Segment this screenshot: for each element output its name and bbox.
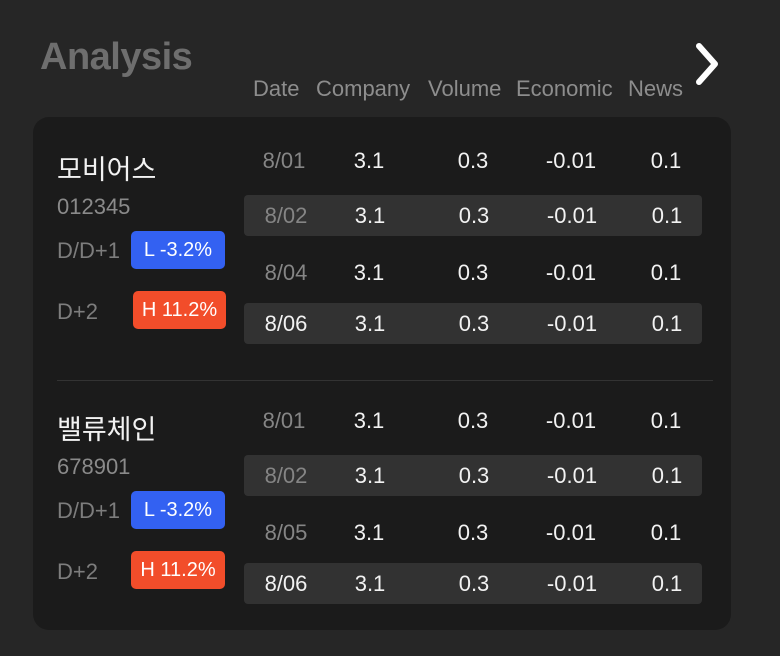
stock-code: 678901 bbox=[57, 454, 131, 479]
cell-economic: -0.01 bbox=[545, 260, 597, 285]
cell-date: 8/06 bbox=[264, 571, 308, 596]
cell-news: 0.1 bbox=[650, 260, 682, 285]
cell-company: 3.1 bbox=[353, 260, 385, 285]
stock-block[interactable]: 모비어스 012345 D/D+1 L -3.2% D+2 H 11.2% 8/… bbox=[33, 117, 731, 357]
cell-economic: -0.01 bbox=[546, 463, 598, 488]
high-badge: H 11.2% bbox=[133, 291, 226, 329]
low-badge: L -3.2% bbox=[131, 231, 225, 269]
low-badge: L -3.2% bbox=[131, 491, 225, 529]
cell-volume: 0.3 bbox=[457, 520, 489, 545]
cell-date: 8/02 bbox=[264, 203, 308, 228]
cell-date: 8/02 bbox=[264, 463, 308, 488]
table-row: 8/02 3.1 0.3 -0.01 0.1 bbox=[244, 455, 702, 496]
d2-label: D+2 bbox=[57, 559, 98, 584]
stock-code: 012345 bbox=[57, 194, 131, 219]
column-header-volume: Volume bbox=[428, 76, 502, 101]
table-row: 8/05 3.1 0.3 -0.01 0.1 bbox=[244, 512, 702, 553]
cell-news: 0.1 bbox=[650, 148, 682, 173]
cell-news: 0.1 bbox=[650, 408, 682, 433]
cell-volume: 0.3 bbox=[457, 408, 489, 433]
cell-economic: -0.01 bbox=[546, 571, 598, 596]
cell-company: 3.1 bbox=[353, 408, 385, 433]
cell-date: 8/01 bbox=[262, 148, 306, 173]
cell-volume: 0.3 bbox=[458, 311, 490, 336]
cell-volume: 0.3 bbox=[458, 203, 490, 228]
table-row: 8/02 3.1 0.3 -0.01 0.1 bbox=[244, 195, 702, 236]
column-header-company: Company bbox=[316, 76, 411, 101]
table-row: 8/04 3.1 0.3 -0.01 0.1 bbox=[244, 252, 702, 293]
stock-block[interactable]: 밸류체인 678901 D/D+1 L -3.2% D+2 H 11.2% 8/… bbox=[33, 377, 731, 617]
cell-date: 8/05 bbox=[264, 520, 308, 545]
cell-economic: -0.01 bbox=[545, 148, 597, 173]
table-row: 8/01 3.1 0.3 -0.01 0.1 bbox=[244, 140, 702, 181]
d-d1-label: D/D+1 bbox=[57, 498, 120, 523]
cell-company: 3.1 bbox=[353, 148, 385, 173]
page-title: Analysis bbox=[40, 36, 193, 78]
cell-news: 0.1 bbox=[651, 311, 683, 336]
cell-volume: 0.3 bbox=[457, 148, 489, 173]
cell-volume: 0.3 bbox=[458, 571, 490, 596]
table-row: 8/06 3.1 0.3 -0.01 0.1 bbox=[244, 563, 702, 604]
cell-news: 0.1 bbox=[651, 203, 683, 228]
column-header-news: News bbox=[628, 76, 684, 101]
cell-economic: -0.01 bbox=[546, 311, 598, 336]
cell-volume: 0.3 bbox=[458, 463, 490, 488]
cell-company: 3.1 bbox=[354, 311, 386, 336]
cell-news: 0.1 bbox=[651, 463, 683, 488]
d-d1-label: D/D+1 bbox=[57, 238, 120, 263]
cell-economic: -0.01 bbox=[545, 408, 597, 433]
table-row: 8/06 3.1 0.3 -0.01 0.1 bbox=[244, 303, 702, 344]
chevron-right-icon[interactable] bbox=[690, 40, 724, 88]
divider bbox=[57, 380, 713, 381]
cell-company: 3.1 bbox=[354, 463, 386, 488]
cell-news: 0.1 bbox=[650, 520, 682, 545]
d2-label: D+2 bbox=[57, 299, 98, 324]
cell-economic: -0.01 bbox=[546, 203, 598, 228]
cell-economic: -0.01 bbox=[545, 520, 597, 545]
cell-company: 3.1 bbox=[354, 571, 386, 596]
column-header-date: Date bbox=[253, 76, 300, 101]
high-badge: H 11.2% bbox=[131, 551, 225, 589]
stock-name: 밸류체인 bbox=[57, 415, 157, 445]
cell-company: 3.1 bbox=[354, 203, 386, 228]
cell-date: 8/06 bbox=[264, 311, 308, 336]
stock-name: 모비어스 bbox=[57, 155, 157, 185]
cell-news: 0.1 bbox=[651, 571, 683, 596]
cell-date: 8/01 bbox=[262, 408, 306, 433]
cell-company: 3.1 bbox=[353, 520, 385, 545]
table-row: 8/01 3.1 0.3 -0.01 0.1 bbox=[244, 400, 702, 441]
analysis-card: 모비어스 012345 D/D+1 L -3.2% D+2 H 11.2% 8/… bbox=[33, 117, 731, 630]
cell-volume: 0.3 bbox=[457, 260, 489, 285]
column-header-economic: Economic bbox=[516, 76, 613, 101]
cell-date: 8/04 bbox=[264, 260, 308, 285]
